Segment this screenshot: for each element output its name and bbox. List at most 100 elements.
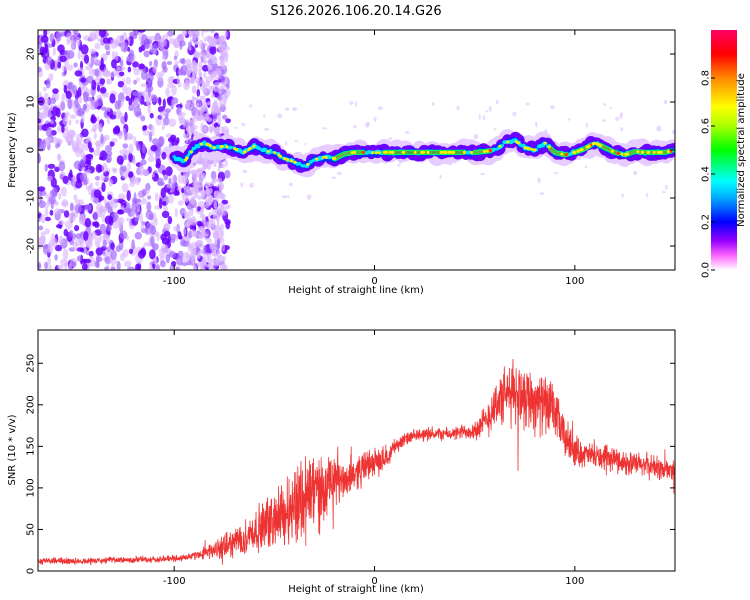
noise-dot	[218, 202, 224, 209]
noise-dot	[89, 31, 97, 41]
noise-dot	[584, 165, 588, 169]
noise-dot	[145, 182, 151, 192]
noise-dot	[48, 264, 52, 270]
noise-dot	[125, 76, 132, 85]
noise-dot	[211, 266, 216, 270]
noise-dot	[220, 163, 225, 169]
noise-dot	[202, 59, 208, 64]
noise-dot	[64, 111, 70, 117]
noise-dot	[173, 55, 178, 61]
noise-dot	[249, 182, 254, 188]
noise-dot	[201, 80, 206, 89]
noise-dot	[202, 165, 205, 172]
noise-dot	[144, 44, 153, 49]
noise-dot	[98, 235, 102, 243]
noise-dot	[89, 182, 94, 190]
noise-dot	[102, 239, 107, 248]
noise-dot	[168, 177, 172, 185]
noise-dot	[240, 182, 244, 188]
noise-dot	[119, 230, 128, 240]
noise-dot	[83, 258, 92, 264]
noise-dot	[202, 126, 208, 133]
noise-dot	[118, 66, 126, 71]
noise-dot	[158, 96, 162, 106]
noise-dot	[112, 168, 118, 174]
noise-dot	[157, 181, 165, 186]
noise-dot	[186, 189, 191, 194]
colorbar-tick-label: 0.4	[701, 166, 712, 182]
noise-dot	[191, 256, 195, 265]
noise-dot	[431, 101, 435, 106]
noise-dot	[149, 112, 154, 119]
noise-dot	[109, 114, 117, 120]
noise-dot	[126, 217, 130, 222]
noise-dot	[157, 76, 164, 82]
noise-dot	[171, 98, 177, 107]
noise-dot	[161, 55, 166, 60]
noise-dot	[47, 257, 51, 266]
noise-dot	[177, 200, 184, 206]
noise-dot	[47, 163, 56, 169]
noise-dot	[39, 196, 43, 204]
noise-dot	[209, 45, 217, 55]
noise-dot	[44, 163, 48, 172]
noise-dot	[241, 122, 246, 127]
noise-dot	[52, 88, 59, 94]
snr-series-line	[38, 358, 675, 566]
noise-dot	[45, 78, 51, 89]
x-tick-label: 0	[371, 276, 377, 287]
noise-dot	[217, 249, 221, 254]
noise-dot	[97, 37, 102, 42]
noise-dot	[482, 115, 486, 121]
noise-dot	[38, 225, 44, 231]
noise-dot	[662, 190, 666, 194]
noise-dot	[184, 79, 188, 87]
noise-dot	[207, 35, 214, 45]
noise-dot	[206, 117, 213, 122]
noise-dot	[61, 71, 66, 77]
noise-dot	[96, 85, 101, 92]
ridge-highlight	[576, 149, 580, 153]
noise-dot	[167, 76, 174, 85]
noise-dot	[50, 103, 54, 112]
noise-dot	[209, 125, 213, 134]
ridge-highlight	[315, 157, 319, 161]
noise-dot	[127, 66, 132, 73]
noise-dot	[161, 122, 165, 131]
noise-dot	[128, 135, 134, 140]
noise-dot	[183, 124, 186, 128]
noise-dot	[210, 258, 214, 263]
noise-dot	[70, 202, 74, 211]
ridge-highlight	[641, 150, 644, 154]
noise-dot	[146, 222, 152, 229]
noise-dot	[38, 152, 41, 164]
noise-dot	[110, 71, 115, 78]
chart-title: S126.2026.106.20.14.G26	[270, 4, 441, 19]
noise-dot	[439, 175, 442, 179]
noise-dot	[620, 112, 624, 116]
noise-dot	[90, 128, 97, 132]
noise-dot	[217, 43, 223, 53]
noise-dot	[120, 60, 124, 67]
ridge-highlight	[185, 156, 189, 160]
noise-dot	[72, 233, 76, 240]
noise-dot	[220, 36, 225, 40]
noise-dot	[184, 134, 189, 139]
snr-content	[38, 358, 675, 566]
ridge-highlight	[586, 145, 590, 149]
noise-dot	[106, 224, 112, 232]
ridge-highlight	[652, 150, 656, 154]
noise-dot	[128, 171, 134, 178]
noise-dot	[46, 175, 53, 181]
snr-frame	[37, 329, 676, 572]
noise-dot	[150, 144, 158, 152]
noise-dot	[147, 156, 155, 163]
y-tick-label: 200	[26, 395, 37, 414]
noise-dot	[116, 64, 120, 76]
noise-dot	[79, 158, 85, 168]
noise-dot	[111, 138, 118, 143]
noise-dot	[284, 107, 290, 111]
noise-dot	[57, 61, 62, 69]
ridge-highlight	[498, 144, 502, 148]
noise-dot	[214, 105, 219, 113]
